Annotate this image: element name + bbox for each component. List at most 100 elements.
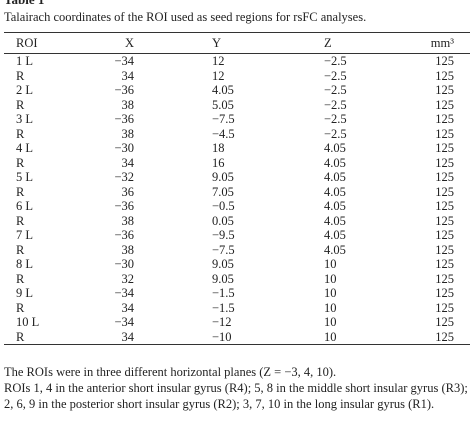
table-cell: −1.5 bbox=[212, 286, 235, 301]
table-cell: 10 bbox=[324, 300, 337, 315]
table-cell: 4.05 bbox=[324, 213, 346, 228]
table-cell: 4.05 bbox=[324, 184, 346, 199]
table-cell: 12 bbox=[212, 68, 225, 83]
table-cell: 10 bbox=[324, 329, 337, 344]
table-row: R 34 12 −2.5 125 bbox=[4, 69, 470, 84]
table-cell: R bbox=[16, 300, 25, 315]
table-cell: 125 bbox=[435, 141, 454, 156]
table-row: R 38 5.05 −2.5 125 bbox=[4, 98, 470, 113]
table-cell: 125 bbox=[435, 228, 454, 243]
table-cell: −36 bbox=[114, 228, 134, 243]
table-caption: Talairach coordinates of the ROI used as… bbox=[4, 10, 367, 24]
table-cell: 38 bbox=[121, 126, 135, 141]
table-row: 7 L −36 −9.5 4.05 125 bbox=[4, 228, 470, 243]
table-cell: 125 bbox=[435, 329, 454, 344]
table-cell: 4 L bbox=[16, 141, 34, 156]
table-cell: 9 L bbox=[16, 286, 34, 301]
table-cell: 125 bbox=[435, 112, 454, 127]
header-cell: ROI bbox=[16, 36, 38, 50]
table-row: R 36 7.05 4.05 125 bbox=[4, 185, 470, 200]
table-cell: 6 L bbox=[16, 199, 34, 214]
table-cell: 125 bbox=[435, 155, 454, 170]
table-row: 2 L −36 4.05 −2.5 125 bbox=[4, 83, 470, 98]
table-cell: −34 bbox=[114, 54, 134, 69]
table-cell: 125 bbox=[435, 213, 454, 228]
table-cell: −34 bbox=[114, 286, 134, 301]
table-title: Table 1 bbox=[4, 0, 44, 8]
table-cell: 2 L bbox=[16, 83, 34, 98]
table-cell: 10 bbox=[324, 271, 337, 286]
table-cell: −32 bbox=[114, 170, 134, 185]
table-row: 6 L −36 −0.5 4.05 125 bbox=[4, 199, 470, 214]
table-cell: R bbox=[16, 184, 25, 199]
table-cell: −30 bbox=[114, 257, 134, 272]
table-cell: R bbox=[16, 213, 25, 228]
table-body: 1 L −34 12 −2.5 125 R 34 12 −2.5 125 2 L −36 4.05 −2.… bbox=[4, 54, 470, 345]
table-cell: 125 bbox=[435, 271, 454, 286]
table-row: R 38 0.05 4.05 125 bbox=[4, 214, 470, 229]
table-cell: 16 bbox=[212, 155, 225, 170]
table-row: 5 L −32 9.05 4.05 125 bbox=[4, 170, 470, 185]
table-cell: 125 bbox=[435, 126, 454, 141]
table-cell: −2.5 bbox=[324, 83, 347, 98]
table-cell: 125 bbox=[435, 300, 454, 315]
table-row: 9 L −34 −1.5 10 125 bbox=[4, 286, 470, 301]
table-cell: 10 bbox=[324, 257, 337, 272]
table-cell: 125 bbox=[435, 199, 454, 214]
header-cell: mm³ bbox=[430, 36, 454, 50]
table-cell: 4.05 bbox=[324, 155, 346, 170]
table-cell: 125 bbox=[435, 83, 454, 98]
table-cell: R bbox=[16, 155, 25, 170]
table-row: 1 L −34 12 −2.5 125 bbox=[4, 54, 470, 69]
table-cell: 5 L bbox=[16, 170, 34, 185]
table-cell: R bbox=[16, 271, 25, 286]
table-cell: 36 bbox=[121, 184, 135, 199]
table-row: R 34 16 4.05 125 bbox=[4, 156, 470, 171]
table-cell: 125 bbox=[435, 170, 454, 185]
table-cell: −2.5 bbox=[324, 68, 347, 83]
table-cell: 32 bbox=[121, 271, 135, 286]
table-cell: 4.05 bbox=[212, 83, 234, 98]
table-cell: 4.05 bbox=[324, 141, 346, 156]
table-cell: 10 bbox=[324, 286, 337, 301]
table-cell: 4.05 bbox=[324, 242, 346, 257]
table-cell: 8 L bbox=[16, 257, 34, 272]
table-cell: −9.5 bbox=[212, 228, 235, 243]
table-cell: −2.5 bbox=[324, 54, 347, 69]
footnote: The ROIs were in three different horizon… bbox=[4, 365, 337, 379]
table-cell: 12 bbox=[212, 54, 225, 69]
table-cell: −36 bbox=[114, 199, 134, 214]
table-cell: R bbox=[16, 126, 25, 141]
table-cell: −10 bbox=[212, 329, 232, 344]
footnote: ROIs 1, 4 in the anterior short insular … bbox=[4, 381, 468, 411]
table-cell: −1.5 bbox=[212, 300, 235, 315]
table-cell: 18 bbox=[212, 141, 225, 156]
table-cell: 7 L bbox=[16, 228, 34, 243]
table-cell: −4.5 bbox=[212, 126, 235, 141]
table-cell: 34 bbox=[121, 300, 135, 315]
table-cell: 125 bbox=[435, 68, 454, 83]
header-cell: Y bbox=[212, 36, 222, 50]
table-cell: 7.05 bbox=[212, 184, 234, 199]
table-cell: −0.5 bbox=[212, 199, 235, 214]
table-cell: R bbox=[16, 329, 25, 344]
table-cell: −36 bbox=[114, 83, 134, 98]
table-cell: R bbox=[16, 242, 25, 257]
footnotes: The ROIs were in three different horizon… bbox=[4, 364, 470, 412]
table-cell: 10 bbox=[324, 315, 337, 330]
table-cell: R bbox=[16, 97, 25, 112]
table-row: 10 L −34 −12 10 125 bbox=[4, 315, 470, 330]
table-row: R 34 −10 10 125 bbox=[4, 330, 470, 345]
table-row: 8 L −30 9.05 10 125 bbox=[4, 257, 470, 272]
table-cell: 1 L bbox=[16, 54, 34, 69]
table-cell: 34 bbox=[121, 329, 135, 344]
table-cell: 4.05 bbox=[324, 170, 346, 185]
table-cell: 9.05 bbox=[212, 257, 234, 272]
table-cell: −7.5 bbox=[212, 242, 235, 257]
table-cell: 5.05 bbox=[212, 97, 234, 112]
table-cell: −12 bbox=[212, 315, 232, 330]
table-cell: −30 bbox=[114, 141, 134, 156]
